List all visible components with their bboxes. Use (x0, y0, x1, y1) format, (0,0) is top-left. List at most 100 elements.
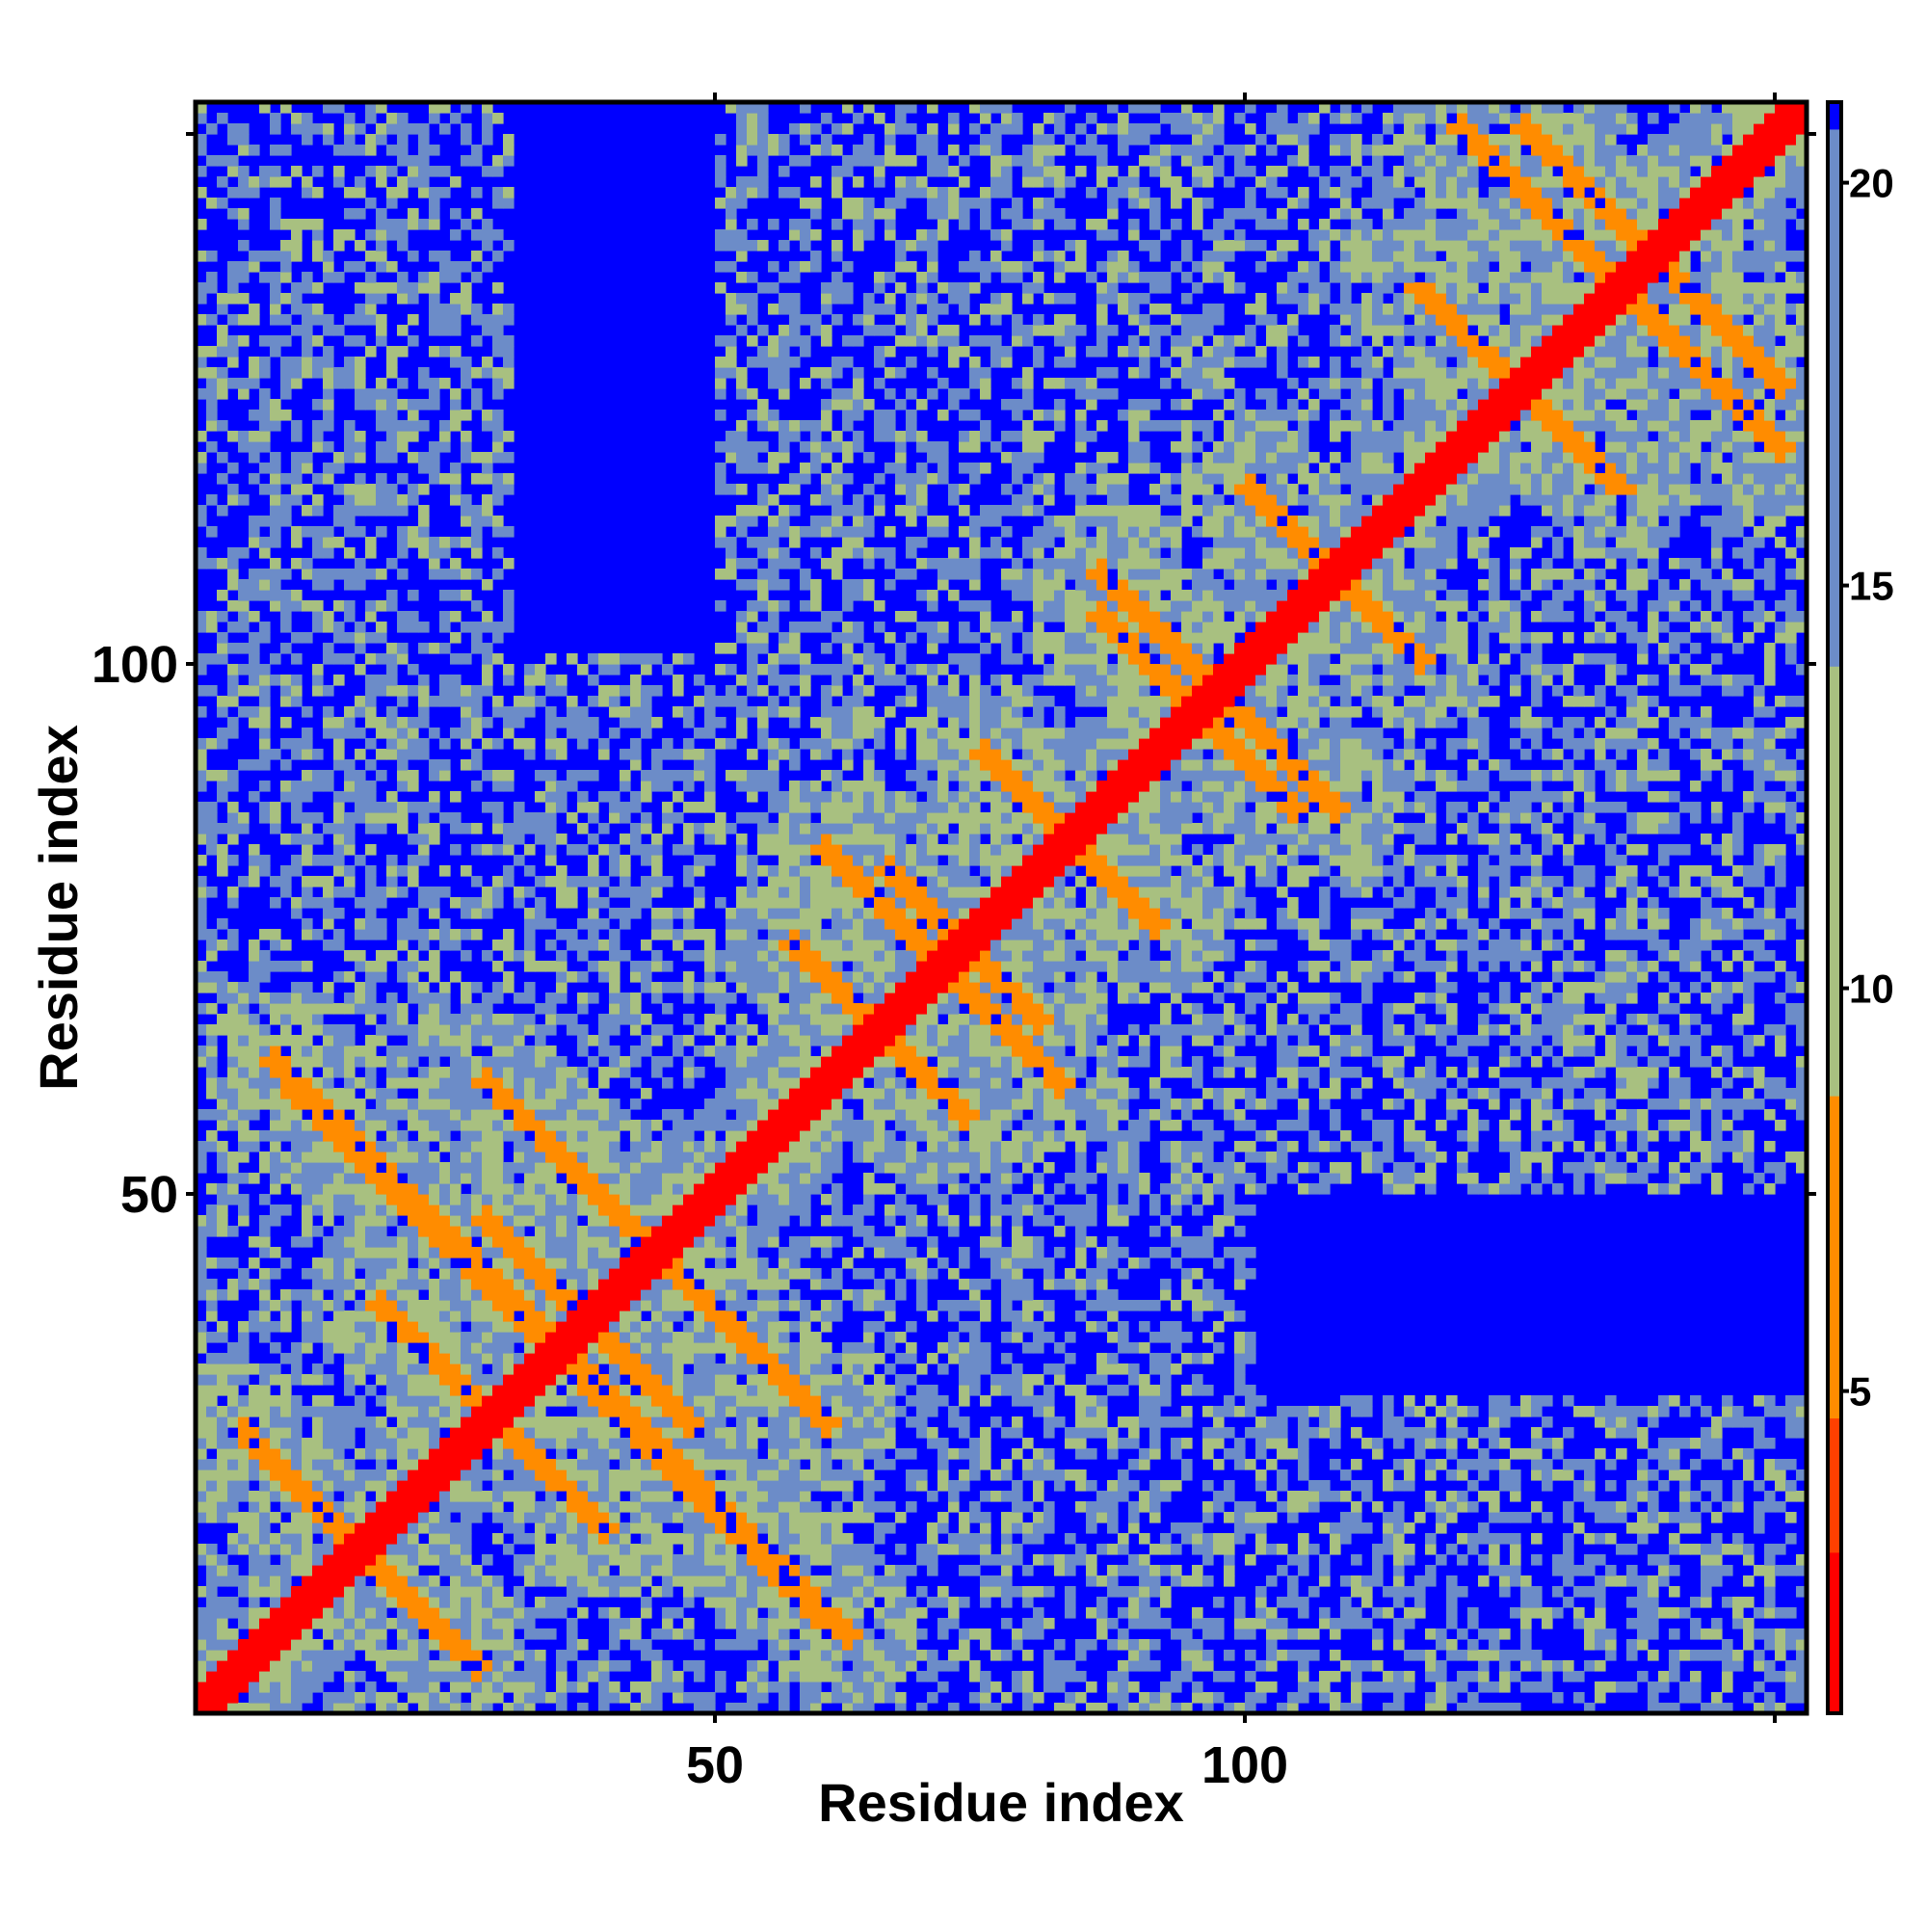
heatmap-cell (535, 696, 546, 707)
heatmap-cell (206, 1554, 218, 1566)
heatmap-cell (757, 1597, 769, 1608)
heatmap-cell (598, 1427, 610, 1439)
heatmap-cell (270, 1618, 281, 1629)
heatmap-cell (588, 812, 599, 824)
heatmap-cell (514, 1268, 525, 1280)
heatmap-cell (291, 1650, 303, 1661)
heatmap-cell (757, 961, 769, 972)
heatmap-cell (726, 102, 737, 114)
heatmap-cell (429, 728, 440, 739)
heatmap-cell (567, 1459, 578, 1470)
heatmap-cell (620, 1501, 631, 1513)
heatmap-cell (450, 1321, 462, 1333)
heatmap-cell (386, 261, 398, 273)
heatmap-cell (355, 145, 366, 156)
heatmap-cell (270, 1628, 281, 1640)
heatmap-cell (609, 1014, 620, 1025)
heatmap-cell (196, 187, 207, 198)
heatmap-cell (482, 1109, 493, 1121)
heatmap-cell (630, 1247, 642, 1258)
heatmap-cell (323, 611, 334, 622)
heatmap-cell (291, 812, 303, 824)
heatmap-cell (408, 208, 419, 220)
heatmap-cell (704, 1342, 716, 1354)
heatmap-cell (598, 1279, 610, 1290)
heatmap-cell (503, 1215, 515, 1227)
heatmap-cell (704, 1162, 716, 1174)
heatmap-cell (747, 1681, 758, 1693)
heatmap-cell (418, 1003, 430, 1015)
heatmap-cell (376, 240, 387, 251)
heatmap-cell (312, 1045, 324, 1057)
heatmap-cell (227, 1480, 239, 1492)
heatmap-cell (726, 1544, 737, 1555)
heatmap-cell (736, 1342, 748, 1354)
heatmap-cell (270, 1533, 281, 1545)
heatmap-cell (545, 1130, 557, 1142)
heatmap-cell (365, 251, 377, 262)
heatmap-cell (768, 335, 779, 347)
heatmap-cell (408, 1406, 419, 1417)
heatmap-cell (747, 1300, 758, 1311)
heatmap-cell (482, 1597, 493, 1608)
heatmap-cell (492, 516, 504, 527)
heatmap-cell (376, 823, 387, 834)
heatmap-cell (259, 1501, 271, 1513)
heatmap-cell (768, 653, 779, 665)
heatmap-cell (567, 1438, 578, 1449)
heatmap-cell (598, 1257, 610, 1269)
heatmap-cell (641, 1533, 652, 1545)
heatmap-cell (312, 1321, 324, 1333)
heatmap-cell (747, 1618, 758, 1629)
heatmap-cell (768, 1501, 779, 1513)
heatmap-cell (620, 1448, 631, 1460)
heatmap-cell (641, 1575, 652, 1587)
heatmap-cell (704, 706, 716, 718)
heatmap-cell (683, 1067, 695, 1078)
heatmap-cell (567, 1522, 578, 1534)
heatmap-cell (662, 1628, 673, 1640)
heatmap-cell (333, 1438, 345, 1449)
heatmap-cell (238, 1088, 250, 1099)
heatmap-cell (450, 346, 462, 357)
heatmap-cell (567, 1109, 578, 1121)
heatmap-cell (238, 876, 250, 887)
heatmap-cell (492, 982, 504, 993)
heatmap-cell (651, 1650, 663, 1661)
heatmap-cell (238, 1416, 250, 1428)
heatmap-cell (280, 590, 292, 601)
heatmap-cell (524, 749, 536, 760)
heatmap-cell (376, 484, 387, 495)
heatmap-cell (492, 1639, 504, 1651)
heatmap-cell (450, 929, 462, 940)
heatmap-cell (196, 1279, 207, 1290)
heatmap-cell (312, 579, 324, 591)
heatmap-cell (779, 1512, 790, 1523)
heatmap-cell (662, 1141, 673, 1152)
heatmap-cell (620, 1257, 631, 1269)
heatmap-cell (386, 229, 398, 241)
heatmap-cell (376, 123, 387, 135)
heatmap-cell (747, 1088, 758, 1099)
heatmap-cell (418, 1438, 430, 1449)
heatmap-cell (662, 1660, 673, 1672)
heatmap-cell (747, 1448, 758, 1460)
heatmap-cell (630, 802, 642, 813)
heatmap-cell (312, 1438, 324, 1449)
heatmap-cell (408, 1586, 419, 1598)
heatmap-cell (344, 1575, 356, 1587)
heatmap-cell (249, 1321, 260, 1333)
heatmap-cell (556, 1671, 568, 1682)
heatmap-cell (461, 1544, 472, 1555)
heatmap-cell (365, 1194, 377, 1205)
heatmap-cell (418, 272, 430, 283)
heatmap-cell (323, 1480, 334, 1492)
heatmap-cell (704, 1385, 716, 1396)
heatmap-cell (662, 802, 673, 813)
heatmap-cell (556, 685, 568, 697)
heatmap-cell (726, 1406, 737, 1417)
heatmap-cell (249, 1056, 260, 1068)
heatmap-cell (492, 367, 504, 379)
heatmap-cell (259, 272, 271, 283)
heatmap-cell (217, 1194, 228, 1205)
